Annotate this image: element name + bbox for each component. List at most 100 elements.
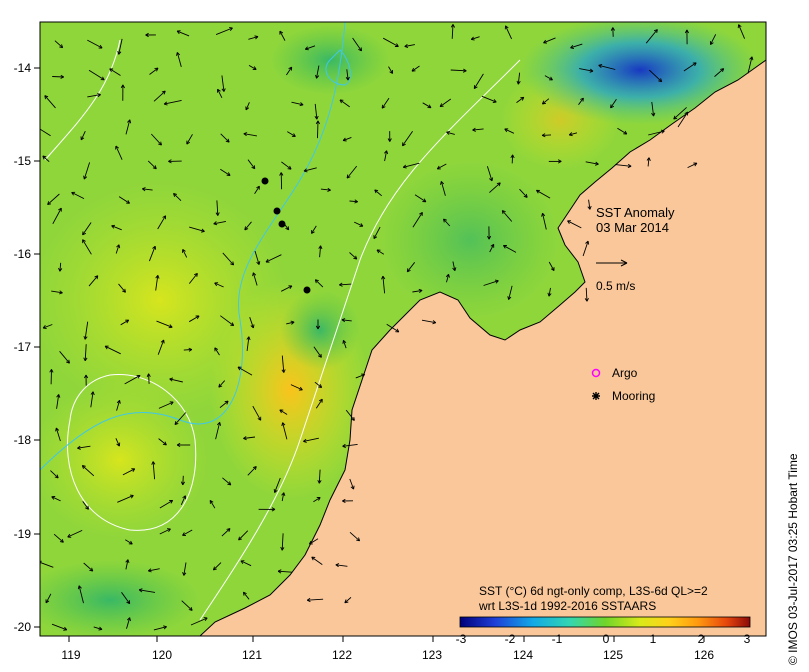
current-vector-head <box>317 480 322 484</box>
colorbar-tick-label: 3 <box>744 632 751 646</box>
current-vector-head <box>374 189 379 194</box>
current-vector-head <box>59 538 64 543</box>
lat-tick-label: -16 <box>14 247 32 261</box>
lon-tick-label: 123 <box>422 648 442 662</box>
current-vector <box>648 69 663 83</box>
current-vector-head <box>594 161 599 166</box>
current-vector <box>116 400 121 411</box>
current-vector-head <box>598 63 603 69</box>
lat-tick-label: -19 <box>14 527 32 541</box>
current-vector <box>214 282 224 288</box>
current-vector-head <box>45 599 50 604</box>
current-vector <box>315 398 323 409</box>
current-vector <box>472 128 484 131</box>
current-vector <box>237 366 253 376</box>
current-vector-head <box>125 319 130 324</box>
current-vector <box>339 99 350 108</box>
current-vector-head <box>504 25 509 30</box>
current-vector-head <box>306 597 311 603</box>
current-vector <box>83 562 94 572</box>
current-vector-head <box>145 32 149 38</box>
current-vector <box>220 315 234 326</box>
current-vector-head <box>492 99 497 103</box>
current-vector-head <box>501 210 506 214</box>
current-vector-head <box>188 347 193 352</box>
current-vector-head <box>94 275 99 280</box>
current-vector <box>517 72 521 85</box>
current-vector <box>153 90 166 102</box>
current-vector <box>274 477 281 493</box>
current-vector-head <box>82 239 86 244</box>
current-vector <box>342 136 352 142</box>
current-vector-head <box>221 88 226 92</box>
current-vector <box>505 25 513 40</box>
lon-tick-label: 121 <box>242 648 262 662</box>
current-vector <box>159 528 171 535</box>
current-vector-head <box>180 481 185 486</box>
current-vector-head <box>445 273 450 278</box>
current-vector-head <box>462 68 467 73</box>
current-vector <box>122 468 136 476</box>
current-vector-head <box>174 421 179 426</box>
current-vector <box>125 559 129 570</box>
current-vector-head <box>651 112 656 117</box>
current-vector <box>82 222 92 236</box>
current-vector-head <box>59 44 64 49</box>
current-vector <box>303 167 317 172</box>
current-vector-head <box>470 36 475 41</box>
current-vector <box>411 65 420 72</box>
current-vector-head <box>230 261 235 266</box>
current-vector <box>117 494 134 503</box>
current-vector <box>67 529 83 538</box>
current-vector-head <box>342 339 347 344</box>
current-vector <box>615 164 632 167</box>
current-vector-head <box>472 127 476 132</box>
current-vector <box>182 249 188 258</box>
current-vector <box>673 107 687 120</box>
current-vector-head <box>59 290 63 295</box>
current-vector-head <box>163 101 168 106</box>
current-vector <box>173 193 182 202</box>
current-vector <box>109 68 121 76</box>
current-vector <box>174 412 187 425</box>
current-vector <box>683 62 697 72</box>
current-vector-head <box>36 126 40 129</box>
current-vector <box>381 97 390 109</box>
current-vector <box>281 161 292 170</box>
current-vector <box>218 380 226 388</box>
lon-tick-label: 124 <box>513 648 533 662</box>
current-vector <box>87 94 101 98</box>
current-vector-head <box>229 27 233 31</box>
current-vector <box>147 160 157 170</box>
current-vector-head <box>384 150 389 155</box>
current-vector <box>88 275 99 287</box>
current-vector <box>317 120 319 139</box>
current-vector <box>548 261 555 271</box>
current-vector-head <box>585 240 590 245</box>
current-vector <box>349 252 358 260</box>
temperature-contour <box>67 373 197 531</box>
current-vector <box>437 163 447 170</box>
current-vector-head <box>195 315 200 320</box>
current-vector <box>254 185 260 195</box>
current-vector <box>314 103 318 120</box>
current-vector-head <box>557 159 562 164</box>
current-vector <box>569 132 578 136</box>
current-vector-head <box>182 572 187 576</box>
current-vector <box>346 69 349 81</box>
current-vector <box>279 30 286 41</box>
current-vector-head <box>418 288 423 293</box>
current-vector <box>738 24 746 39</box>
current-vector <box>52 207 62 225</box>
current-vector <box>220 168 231 176</box>
current-vector-head <box>213 221 218 226</box>
current-vector <box>254 250 260 265</box>
current-vector-head <box>547 292 552 297</box>
current-vector-head <box>100 76 105 81</box>
current-vector-head <box>510 154 515 159</box>
current-vector <box>90 391 94 408</box>
current-vector-head <box>452 267 457 271</box>
current-vector <box>188 273 198 284</box>
current-vector-head <box>217 88 221 93</box>
current-vector-head <box>182 532 186 536</box>
